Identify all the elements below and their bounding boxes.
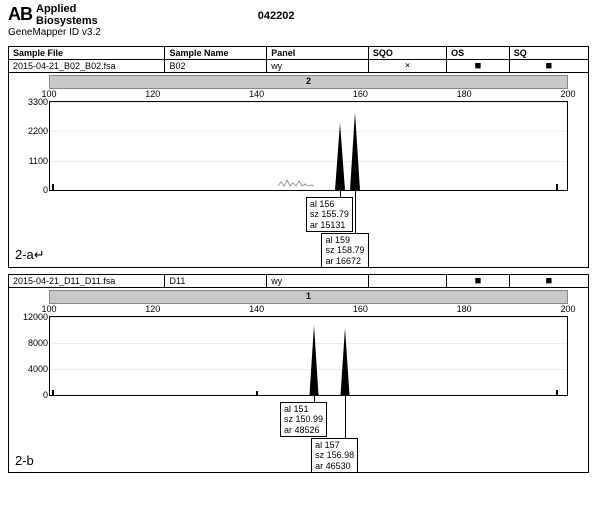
callout-line: ar 16672	[325, 256, 364, 266]
ytick: 8000	[14, 338, 48, 348]
size-ruler[interactable]: 1	[49, 290, 568, 304]
col-panel: Panel	[267, 47, 369, 59]
panel-tag: 2-b	[15, 453, 34, 468]
xtick: 200	[560, 89, 575, 99]
ytick: 3300	[14, 97, 48, 107]
cell-sample-name: B02	[165, 60, 267, 72]
ytick: 0	[14, 390, 48, 400]
ruler-label: 2	[306, 76, 311, 86]
xtick: 160	[353, 89, 368, 99]
cell-panel: wy	[267, 275, 369, 287]
marker-peak	[52, 184, 54, 190]
cell-sample-file: 2015-04-21_B02_B02.fsa	[9, 60, 165, 72]
cell-sample-file: 2015-04-21_D11_D11.fsa	[9, 275, 165, 287]
x-axis-ticks: 100 120 140 160 180 200	[49, 304, 568, 316]
allele-peak[interactable]	[340, 325, 349, 395]
callout-line: al 156	[310, 199, 349, 209]
cell-sq: ■	[510, 275, 588, 287]
ytick: 12000	[14, 312, 48, 322]
cell-os: ■	[447, 60, 510, 72]
xtick: 140	[249, 89, 264, 99]
allele-peak[interactable]	[335, 118, 345, 190]
brand-line2: Biosystems	[36, 16, 98, 28]
plot-area[interactable]: 0 1100 2200 3300	[49, 101, 568, 191]
callout-leader	[345, 396, 346, 438]
callout-leader	[355, 191, 356, 233]
noise	[278, 173, 318, 190]
xtick: 120	[145, 304, 160, 314]
callout-line: al 157	[315, 440, 354, 450]
size-ruler[interactable]: 2	[49, 75, 568, 89]
allele-peak[interactable]	[309, 323, 318, 395]
col-sample-file: Sample File	[9, 47, 165, 59]
callout-line: sz 156.98	[315, 450, 354, 460]
cell-panel: wy	[267, 60, 369, 72]
callout-region: al 156 sz 155.79 ar 15131 al 159 sz 158.…	[49, 193, 568, 265]
allele-callout[interactable]: al 157 sz 156.98 ar 46530	[311, 438, 358, 473]
callout-line: sz 150.99	[284, 414, 323, 424]
app-title: GeneMapper ID v3.2	[0, 27, 597, 42]
marker-peak	[556, 184, 558, 190]
marker-peak	[556, 390, 558, 395]
x-axis-ticks: 100 120 140 160 180 200	[49, 89, 568, 101]
cell-os: ■	[447, 275, 510, 287]
xtick: 200	[560, 304, 575, 314]
col-os: OS	[447, 47, 510, 59]
allele-callout[interactable]: al 151 sz 150.99 ar 48526	[280, 402, 327, 437]
ytick: 0	[14, 185, 48, 195]
callout-line: ar 48526	[284, 425, 323, 435]
allele-peak[interactable]	[350, 110, 360, 190]
xtick: 160	[353, 304, 368, 314]
callout-line: al 151	[284, 404, 323, 414]
allele-callout[interactable]: al 156 sz 155.79 ar 15131	[306, 197, 353, 232]
brand-logo: AB Applied Biosystems	[8, 4, 98, 27]
brand-line1: Applied	[36, 4, 98, 16]
marker-peak	[256, 391, 258, 395]
app-header: AB Applied Biosystems 042202	[0, 0, 597, 27]
col-sample-name: Sample Name	[165, 47, 267, 59]
callout-region: al 151 sz 150.99 ar 48526 al 157 sz 156.…	[49, 398, 568, 470]
allele-callout[interactable]: al 159 sz 158.79 ar 16672	[321, 233, 368, 268]
callout-line: ar 46530	[315, 461, 354, 471]
electropherogram-panel-b: 2015-04-21_D11_D11.fsa D11 wy ■ ■ 1 100 …	[8, 274, 589, 473]
col-sq: SQ	[510, 47, 588, 59]
callout-line: sz 155.79	[310, 209, 349, 219]
plot-area[interactable]: 0 4000 8000 12000	[49, 316, 568, 396]
electropherogram-panel-a: Sample File Sample Name Panel SQO OS SQ …	[8, 46, 589, 268]
ytick: 2200	[14, 126, 48, 136]
table-row[interactable]: 2015-04-21_B02_B02.fsa B02 wy × ■ ■	[9, 60, 588, 73]
callout-line: al 159	[325, 235, 364, 245]
cell-sq: ■	[510, 60, 588, 72]
callout-line: sz 158.79	[325, 245, 364, 255]
brand-ab: AB	[8, 4, 32, 25]
column-header: Sample File Sample Name Panel SQO OS SQ	[9, 47, 588, 60]
callout-line: ar 15131	[310, 220, 349, 230]
cell-sample-name: D11	[165, 275, 267, 287]
cell-sqo: ×	[369, 60, 447, 72]
xtick: 180	[457, 304, 472, 314]
marker-peak	[52, 390, 54, 395]
panel-tag: 2-a↵	[15, 247, 45, 263]
table-row[interactable]: 2015-04-21_D11_D11.fsa D11 wy ■ ■	[9, 275, 588, 288]
cell-sqo	[369, 275, 447, 287]
xtick: 180	[457, 89, 472, 99]
ruler-label: 1	[306, 291, 311, 301]
document-id: 042202	[258, 4, 295, 22]
xtick: 140	[249, 304, 264, 314]
col-sqo: SQO	[369, 47, 447, 59]
xtick: 120	[145, 89, 160, 99]
ytick: 4000	[14, 364, 48, 374]
ytick: 1100	[14, 156, 48, 166]
